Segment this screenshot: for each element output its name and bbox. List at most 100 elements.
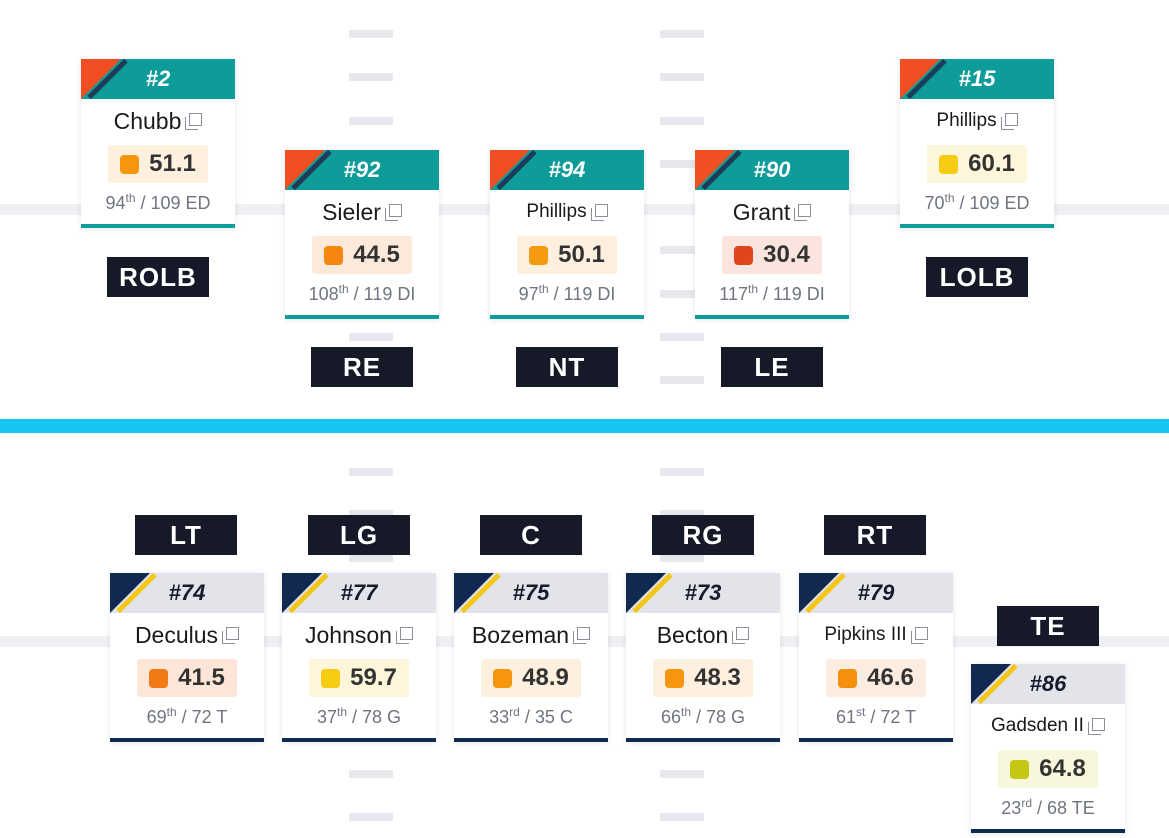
player-card-c[interactable]: #75 Bozeman 48.9 33rd / 35 C (454, 573, 608, 742)
position-label-nt: NT (516, 347, 618, 387)
player-name-text: Chubb (113, 107, 182, 134)
player-name-text: Pipkins III (824, 624, 907, 645)
player-card-lolb[interactable]: #15 Phillips 60.1 70th / 109 ED (900, 59, 1054, 228)
grade-color-swatch (324, 245, 344, 265)
player-name[interactable]: Grant (695, 194, 849, 230)
player-card-lt[interactable]: #74 Deculus 41.5 69th / 72 T (110, 573, 264, 742)
player-name[interactable]: Gadsden II (971, 708, 1125, 744)
card-header: #92 (285, 150, 439, 190)
copy-icon[interactable] (384, 203, 402, 221)
player-card-te[interactable]: #86 Gadsden II 64.8 23rd / 68 TE (971, 664, 1125, 833)
player-card-re[interactable]: #92 Sieler 44.5 108th / 119 DI (285, 150, 439, 319)
hash-mark (349, 813, 393, 821)
hash-mark (660, 554, 704, 562)
position-label-re: RE (311, 347, 413, 387)
grade-badge: 48.9 (481, 659, 581, 697)
grade-color-swatch (734, 245, 754, 265)
grade-color-swatch (321, 668, 341, 688)
hash-mark (660, 160, 704, 168)
hash-mark (660, 510, 704, 518)
hash-mark (660, 333, 704, 341)
player-card-rt[interactable]: #79 Pipkins III 46.6 61st / 72 T (799, 573, 953, 742)
hash-mark (660, 813, 704, 821)
hash-mark (660, 290, 704, 298)
grade-badge: 44.5 (312, 236, 412, 274)
copy-icon[interactable] (222, 626, 240, 644)
hash-mark (349, 73, 393, 81)
grade-color-swatch (838, 668, 858, 688)
copy-icon[interactable] (1000, 112, 1018, 130)
grade-badge: 48.3 (653, 659, 753, 697)
player-name[interactable]: Sieler (285, 194, 439, 230)
card-header: #73 (626, 573, 780, 613)
player-name-text: Sieler (322, 198, 381, 225)
jersey-number: #2 (145, 66, 171, 91)
jersey-number: #73 (684, 580, 722, 605)
jersey-number: #75 (512, 580, 550, 605)
hash-mark (660, 117, 704, 125)
grade-badge: 50.1 (517, 236, 617, 274)
jersey-number: #74 (168, 580, 206, 605)
card-header: #2 (81, 59, 235, 99)
jersey-number: #90 (753, 157, 791, 182)
player-name[interactable]: Bozeman (454, 617, 608, 653)
player-name-text: Phillips (526, 201, 587, 222)
grade-color-swatch (939, 154, 959, 174)
player-card-le[interactable]: #90 Grant 30.4 117th / 119 DI (695, 150, 849, 319)
jersey-number: #15 (958, 66, 996, 91)
copy-icon[interactable] (185, 112, 203, 130)
grade-value: 46.6 (867, 664, 914, 691)
copy-icon[interactable] (1087, 717, 1105, 735)
player-name-text: Phillips (936, 110, 997, 131)
position-rank: 70th / 109 ED (924, 191, 1030, 213)
card-header: #15 (900, 59, 1054, 99)
hash-mark (660, 468, 704, 476)
player-name[interactable]: Chubb (81, 103, 235, 139)
hash-mark (349, 770, 393, 778)
grade-value: 51.1 (149, 150, 196, 177)
copy-icon[interactable] (794, 203, 812, 221)
card-header: #74 (110, 573, 264, 613)
copy-icon[interactable] (910, 626, 928, 644)
player-card-lg[interactable]: #77 Johnson 59.7 37th / 78 G (282, 573, 436, 742)
copy-icon[interactable] (590, 203, 608, 221)
player-card-nt[interactable]: #94 Phillips 50.1 97th / 119 DI (490, 150, 644, 319)
position-label-lt: LT (135, 515, 237, 555)
player-name-text: Bozeman (471, 621, 570, 648)
position-label-rt: RT (824, 515, 926, 555)
position-label-le: LE (721, 347, 823, 387)
player-name[interactable]: Becton (626, 617, 780, 653)
hash-mark (660, 376, 704, 384)
player-name[interactable]: Deculus (110, 617, 264, 653)
copy-icon[interactable] (732, 626, 750, 644)
hash-mark (349, 468, 393, 476)
card-header: #79 (799, 573, 953, 613)
grade-badge: 59.7 (309, 659, 409, 697)
grade-badge: 51.1 (108, 145, 208, 183)
card-header: #90 (695, 150, 849, 190)
player-name[interactable]: Johnson (282, 617, 436, 653)
player-name[interactable]: Pipkins III (799, 617, 953, 653)
grade-color-swatch (120, 154, 140, 174)
hash-mark (660, 770, 704, 778)
player-name[interactable]: Phillips (900, 103, 1054, 139)
player-card-rg[interactable]: #73 Becton 48.3 66th / 78 G (626, 573, 780, 742)
position-rank: 33rd / 35 C (489, 705, 573, 727)
grade-color-swatch (493, 668, 513, 688)
player-name[interactable]: Phillips (490, 194, 644, 230)
position-label-lolb: LOLB (926, 257, 1028, 297)
copy-icon[interactable] (573, 626, 591, 644)
grade-badge: 64.8 (998, 750, 1098, 788)
player-name-text: Johnson (305, 621, 392, 648)
grade-value: 59.7 (350, 664, 397, 691)
jersey-number: #79 (857, 580, 895, 605)
player-card-rolb[interactable]: #2 Chubb 51.1 94th / 109 ED (81, 59, 235, 228)
hash-mark (349, 510, 393, 518)
position-label-lg: LG (308, 515, 410, 555)
copy-icon[interactable] (395, 626, 413, 644)
position-label-te: TE (997, 606, 1099, 646)
card-header: #94 (490, 150, 644, 190)
grade-value: 50.1 (558, 241, 605, 268)
position-rank: 69th / 72 T (146, 705, 228, 727)
hash-mark (349, 333, 393, 341)
